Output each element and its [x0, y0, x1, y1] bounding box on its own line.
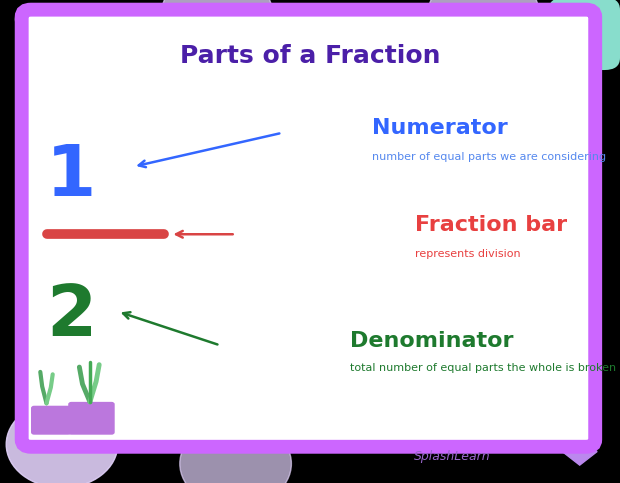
FancyBboxPatch shape — [22, 10, 595, 447]
Text: represents division: represents division — [415, 249, 521, 258]
Text: Numerator: Numerator — [372, 118, 508, 138]
FancyBboxPatch shape — [31, 406, 71, 435]
Text: 1: 1 — [46, 142, 97, 211]
Text: SplashLearn: SplashLearn — [414, 450, 491, 463]
Circle shape — [6, 401, 118, 483]
Polygon shape — [562, 438, 597, 465]
Text: number of equal parts we are considering: number of equal parts we are considering — [372, 152, 606, 162]
Text: Denominator: Denominator — [350, 330, 514, 351]
Text: Parts of a Fraction: Parts of a Fraction — [180, 43, 440, 68]
FancyBboxPatch shape — [549, 0, 620, 70]
Text: Fraction bar: Fraction bar — [415, 214, 567, 235]
Ellipse shape — [16, 10, 34, 29]
Text: total number of equal parts the whole is broken into: total number of equal parts the whole is… — [350, 363, 620, 373]
Circle shape — [428, 0, 539, 58]
Circle shape — [180, 420, 291, 483]
Text: 2: 2 — [46, 282, 97, 351]
Circle shape — [161, 0, 273, 58]
FancyBboxPatch shape — [68, 402, 115, 435]
